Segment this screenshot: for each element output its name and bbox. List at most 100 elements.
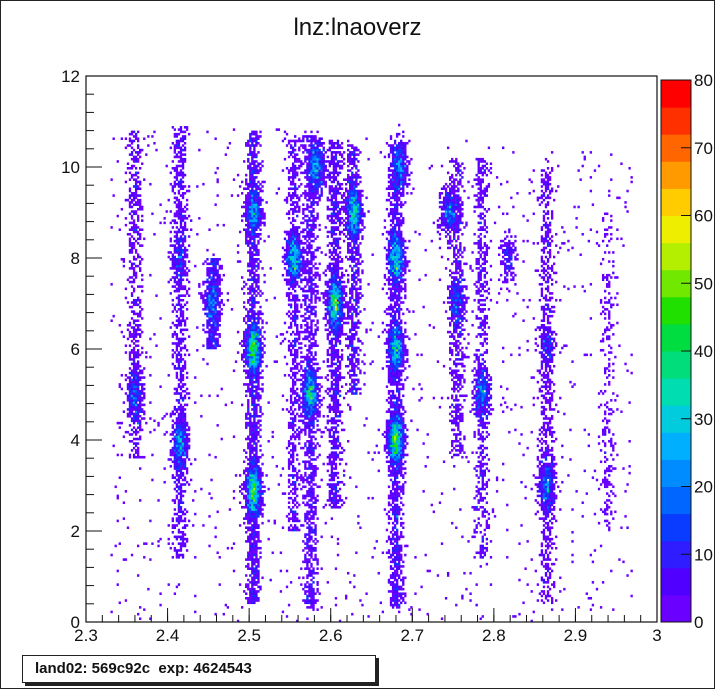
heatmap-cell	[581, 501, 584, 504]
heatmap-cell	[318, 376, 321, 379]
heatmap-cell	[247, 442, 250, 445]
heatmap-cell	[245, 421, 248, 425]
heatmap-cell	[340, 428, 344, 432]
heatmap-cell	[312, 487, 315, 491]
heatmap-cell	[387, 451, 391, 454]
heatmap-cell	[481, 444, 484, 448]
heatmap-cell	[279, 590, 283, 593]
heatmap-cell	[355, 387, 358, 391]
heatmap-cell	[179, 428, 183, 432]
heatmap-cell	[177, 465, 181, 468]
heatmap-cell	[542, 465, 546, 468]
heatmap-cell	[114, 544, 117, 548]
heatmap-cell	[457, 410, 460, 413]
heatmap-cell	[398, 449, 401, 452]
heatmap-cell	[389, 410, 393, 413]
heatmap-cell	[400, 453, 403, 457]
heatmap-cell	[544, 355, 548, 359]
heatmap-cell	[316, 442, 319, 445]
heatmap-cell	[251, 499, 254, 502]
heatmap-cell	[130, 349, 134, 352]
heatmap-cell	[391, 558, 395, 561]
heatmap-cell	[391, 487, 395, 491]
heatmap-cell	[338, 619, 342, 623]
heatmap-cell	[542, 467, 546, 470]
heatmap-cell	[143, 403, 146, 407]
heatmap-cell	[136, 392, 140, 395]
heatmap-cell	[569, 428, 572, 432]
heatmap-cell	[548, 453, 552, 457]
heatmap-cell	[393, 526, 397, 530]
heatmap-cell	[328, 460, 332, 464]
heatmap-cell	[255, 476, 258, 479]
heatmap-cell	[451, 421, 454, 425]
heatmap-cell	[132, 351, 136, 354]
heatmap-cell	[136, 344, 140, 348]
heatmap-cell	[544, 521, 548, 525]
heatmap-cell	[601, 349, 605, 352]
heatmap-cell	[175, 346, 179, 350]
heatmap-cell	[177, 474, 181, 477]
heatmap-cell	[177, 517, 181, 520]
heatmap-cell	[259, 494, 262, 498]
heatmap-cell	[245, 512, 248, 516]
heatmap-cell	[400, 421, 403, 425]
heatmap-cell	[300, 401, 303, 404]
heatmap-cell	[389, 437, 393, 441]
heatmap-cell	[330, 421, 334, 425]
heatmap-cell	[550, 440, 554, 443]
heatmap-cell	[312, 424, 315, 427]
heatmap-cell	[128, 344, 132, 348]
heatmap-cell	[550, 360, 554, 363]
heatmap-cell	[328, 458, 332, 461]
heatmap-cell	[312, 587, 315, 591]
heatmap-cell	[126, 430, 130, 434]
heatmap-cell	[351, 362, 354, 366]
heatmap-cell	[251, 576, 254, 580]
heatmap-cell	[255, 451, 258, 454]
heatmap-cell	[485, 383, 489, 386]
heatmap-cell	[130, 362, 134, 366]
heatmap-cell	[247, 510, 250, 514]
heatmap-cell	[151, 478, 154, 482]
heatmap-cell	[546, 469, 550, 473]
heatmap-cell	[247, 410, 250, 413]
heatmap-cell	[606, 419, 609, 423]
heatmap-cell	[614, 510, 617, 514]
heatmap-cell	[485, 380, 489, 384]
heatmap-cell	[530, 558, 533, 561]
heatmap-cell	[175, 537, 179, 541]
heatmap-cell	[404, 410, 407, 413]
heatmap-cell	[548, 503, 552, 507]
heatmap-cell	[291, 519, 295, 523]
heatmap-cell	[479, 424, 482, 427]
heatmap-cell	[448, 451, 452, 454]
heatmap-cell	[400, 458, 403, 461]
heatmap-cell	[608, 408, 611, 411]
heatmap-cell	[475, 412, 478, 416]
heatmap-cell	[251, 428, 254, 432]
heatmap-cell	[247, 585, 250, 589]
heatmap-cell	[214, 455, 217, 459]
heatmap-cell	[436, 574, 440, 577]
heatmap-cell	[134, 414, 138, 418]
heatmap-cell	[287, 451, 291, 454]
heatmap-cell	[289, 528, 293, 532]
heatmap-cell	[243, 383, 246, 386]
heatmap-cell	[389, 581, 393, 584]
heatmap-cell	[375, 444, 378, 448]
heatmap-cell	[353, 367, 356, 370]
heatmap-cell	[332, 394, 336, 398]
heatmap-cell	[181, 410, 185, 413]
heatmap-cell	[291, 460, 295, 464]
heatmap-cell	[477, 460, 480, 464]
heatmap-cell	[141, 410, 144, 413]
heatmap-cell	[259, 435, 262, 439]
heatmap-cell	[395, 503, 399, 507]
heatmap-cell	[175, 478, 179, 482]
heatmap-cell	[261, 369, 264, 373]
heatmap-cell	[294, 374, 297, 377]
heatmap-cell	[249, 544, 252, 548]
heatmap-cell	[316, 410, 319, 413]
heatmap-cell	[477, 369, 480, 373]
